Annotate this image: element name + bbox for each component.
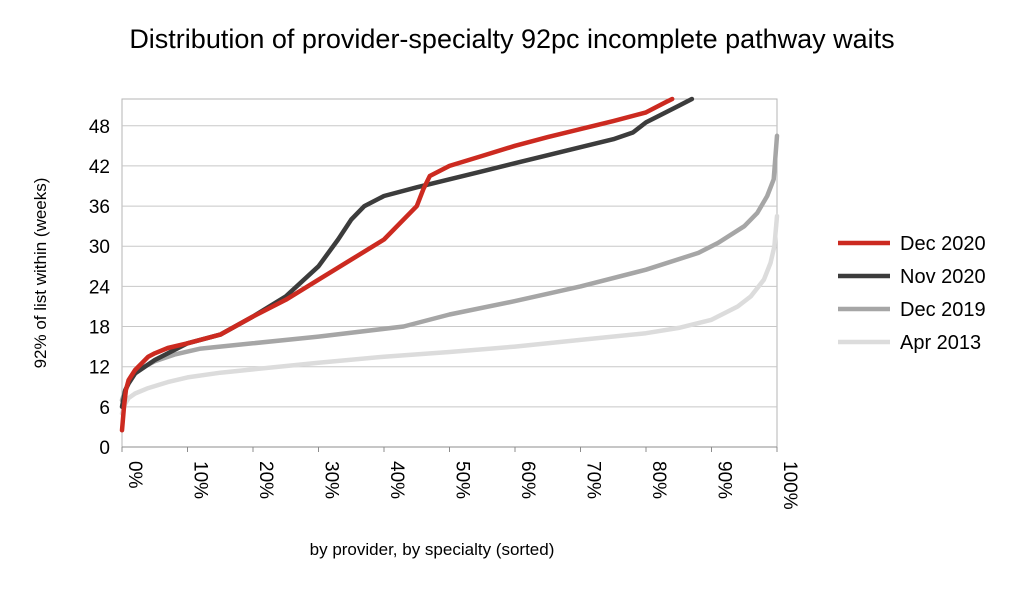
chart-title: Distribution of provider-specialty 92pc … [129,24,894,54]
y-tick-label: 18 [89,318,110,339]
x-tick-label: 80% [648,461,669,499]
x-tick-label: 70% [583,461,604,499]
y-tick-label: 6 [99,398,110,419]
legend-item: Nov 2020 [838,266,986,288]
series-line-apr-2013 [119,213,780,416]
x-tick-label: 30% [321,461,342,499]
x-tick-label: 40% [386,461,407,499]
y-tick-label: 30 [89,237,110,258]
x-tick-label: 90% [714,461,735,499]
plot-area [121,98,778,448]
x-axis-label: by provider, by specialty (sorted) [310,540,555,559]
y-tick-label: 36 [89,197,110,218]
x-tick-label: 60% [517,461,538,499]
series-line-dec-2020 [119,96,675,433]
legend-item: Dec 2020 [838,233,986,255]
y-tick-label: 42 [89,157,110,178]
x-tick-label: 0% [124,461,145,489]
y-tick-label: 24 [89,277,111,298]
series-line-dec-2019 [119,133,780,403]
y-tick-label: 12 [89,358,110,379]
y-axis-label: 92% of list within (weeks) [31,178,50,369]
series-lines [119,96,780,433]
y-tick-label: 48 [89,117,110,138]
legend-item: Apr 2013 [838,332,981,354]
legend-label: Apr 2013 [900,332,981,354]
x-tick-label: 100% [779,461,800,510]
legend-label: Dec 2020 [900,233,986,255]
legend-label: Nov 2020 [900,266,986,288]
x-tick-label: 10% [190,461,211,499]
legend-item: Dec 2019 [838,299,986,321]
legend: Dec 2020 Nov 2020 Dec 2019 Apr 2013 [838,233,986,354]
legend-label: Dec 2019 [900,299,986,321]
x-tick-label: 20% [255,461,276,499]
series-line-nov-2020 [119,96,695,410]
axes: 0 6 12 18 24 30 36 42 48 0% 10% 20% 30% 40% 50% 60% 70% 8… [89,117,800,510]
x-tick-label: 50% [452,461,473,499]
y-tick-label: 0 [99,438,110,459]
